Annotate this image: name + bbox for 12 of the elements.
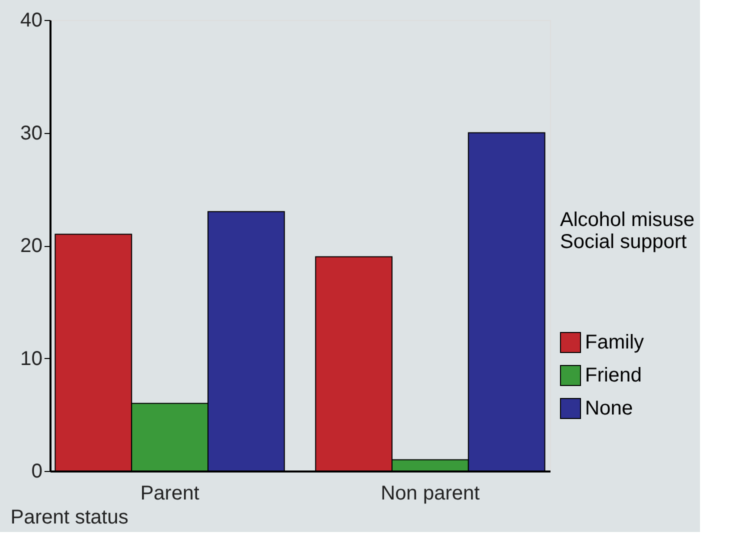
legend-label: None — [585, 398, 633, 420]
legend-title: Alcohol misuse Social support — [560, 209, 695, 253]
y-tick-label: 20 — [20, 235, 42, 257]
y-tick-label: 10 — [20, 348, 42, 370]
y-tick-label: 0 — [31, 460, 42, 482]
x-tick-label: Non parent — [380, 482, 480, 504]
legend-label: Friend — [585, 364, 642, 386]
x-tick-label: Parent — [140, 482, 200, 504]
y-tick-label: 40 — [20, 10, 42, 32]
x-axis-title: Parent status — [10, 506, 128, 528]
y-tick-label: 30 — [20, 122, 42, 144]
legend-label: Family — [585, 332, 644, 354]
